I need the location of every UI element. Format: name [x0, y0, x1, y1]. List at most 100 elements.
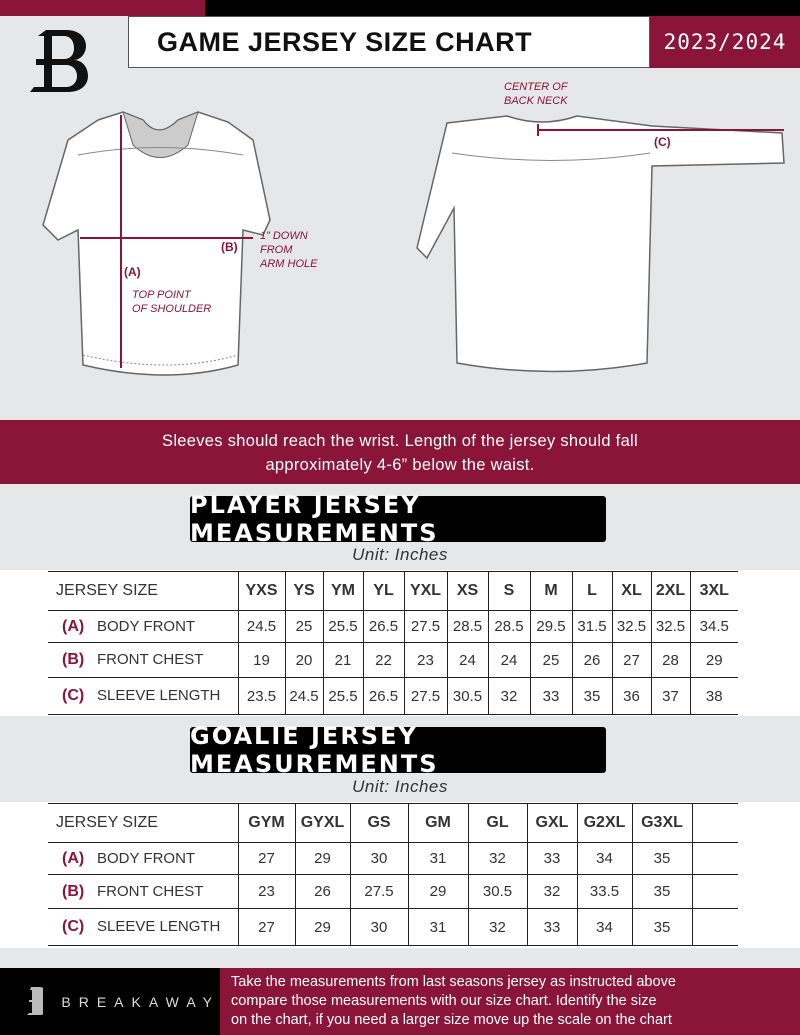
table-cell: 27.5 — [349, 874, 408, 909]
table-cell — [691, 842, 738, 875]
table-cell: 25 — [284, 610, 323, 643]
size-header: G2XL — [576, 803, 632, 843]
goalie-size-table: JERSEY SIZE GYM GYXL GS GM GL GXL G2XL G3XL (A) BO… — [48, 803, 738, 946]
table-cell: 33 — [526, 842, 577, 875]
table-cell: 27.5 — [403, 677, 447, 715]
table-row: (B) FRONT CHEST 19 20 21 22 23 24 24 25 26 27 28 29 — [48, 642, 738, 678]
table-cell: 32.5 — [611, 610, 651, 643]
size-header: 2XL — [650, 571, 690, 611]
note-line: OF SHOULDER — [132, 303, 212, 315]
header-row: JERSEY SIZE GYM GYXL GS GM GL GXL G2XL G3XL — [48, 803, 738, 843]
size-header: GS — [349, 803, 408, 843]
table-cell: 31.5 — [571, 610, 612, 643]
size-header: M — [529, 571, 572, 611]
size-header: GL — [467, 803, 527, 843]
table-cell — [691, 908, 738, 946]
breakaway-logo — [30, 30, 88, 92]
table-cell: 32 — [467, 908, 527, 946]
player-size-table: JERSEY SIZE YXS YS YM YL YXL XS S M L XL 2XL 3XL (A) B… — [48, 571, 738, 715]
table-cell: 34.5 — [689, 610, 738, 643]
size-header: YM — [322, 571, 363, 611]
size-header: YL — [362, 571, 404, 611]
table-cell: 32 — [487, 677, 530, 715]
table-cell: 26.5 — [362, 610, 404, 643]
measurement-label: (B) FRONT CHEST — [48, 875, 238, 909]
table-cell: 29 — [407, 874, 468, 909]
table-cell: 38 — [689, 677, 738, 715]
table-cell: 29 — [294, 842, 350, 875]
measurement-name: FRONT CHEST — [97, 651, 204, 668]
table-cell: 26.5 — [362, 677, 404, 715]
table-cell: 30.5 — [446, 677, 488, 715]
brand-name: BREAKAWAY — [61, 993, 220, 1010]
size-header: XL — [611, 571, 651, 611]
table-cell: 23.5 — [237, 677, 285, 715]
size-header — [691, 803, 738, 843]
top-point-note: TOP POINT OF SHOULDER — [132, 288, 211, 316]
guidance-line: Sleeves should reach the wrist. Length o… — [162, 432, 638, 450]
table-cell: 27 — [237, 842, 295, 875]
size-header: YS — [284, 571, 323, 611]
table-cell: 27 — [611, 642, 651, 678]
season-badge: 2023/2024 — [650, 16, 800, 68]
table-cell: 28.5 — [487, 610, 530, 643]
player-unit: Unit: Inches — [352, 545, 448, 564]
measurement-letter: (C) — [62, 918, 85, 935]
table-cell: 25 — [529, 642, 572, 678]
table-cell: 33 — [526, 908, 577, 946]
table-cell: 36 — [611, 677, 651, 715]
guidance-band: Sleeves should reach the wrist. Length o… — [0, 420, 800, 484]
measurement-letter: (B) — [62, 882, 85, 900]
page-title: GAME JERSEY SIZE CHART — [128, 16, 650, 68]
measurement-letter: (A) — [62, 617, 85, 635]
table-cell: 21 — [322, 642, 363, 678]
table-cell: 30 — [349, 842, 408, 875]
table-cell: 23 — [403, 642, 447, 678]
table-cell: 24 — [487, 642, 530, 678]
table-cell: 32 — [526, 874, 577, 909]
jersey-size-label: JERSEY SIZE — [56, 814, 158, 831]
arm-hole-note: 1” DOWN FROM ARM HOLE — [260, 229, 317, 271]
measurement-name: BODY FRONT — [97, 617, 196, 635]
table-cell: 24.5 — [284, 677, 323, 715]
measurement-label: (C) SLEEVE LENGTH — [48, 678, 238, 715]
footer-instructions: Take the measurements from last seasons … — [220, 968, 800, 1035]
guidance-line: approximately 4-6” below the waist. — [265, 456, 535, 474]
note-line: 1” DOWN — [260, 230, 308, 242]
table-cell: 28 — [650, 642, 690, 678]
table-row: (A) BODY FRONT 27 29 30 31 32 33 34 35 — [48, 842, 738, 875]
table-cell: 34 — [576, 908, 632, 946]
table-cell: 28.5 — [446, 610, 488, 643]
table-cell: 25.5 — [322, 677, 363, 715]
size-header: GYM — [237, 803, 295, 843]
instruction-line: compare those measurements with our size… — [231, 993, 657, 1009]
table-row: (B) FRONT CHEST 23 26 27.5 29 30.5 32 33.5 35 — [48, 874, 738, 909]
measurement-label: (A) BODY FRONT — [48, 611, 238, 643]
measurement-name: BODY FRONT — [97, 849, 196, 867]
table-cell: 23 — [237, 874, 295, 909]
goalie-unit: Unit: Inches — [352, 777, 448, 796]
table-cell: 35 — [571, 677, 612, 715]
table-cell: 29 — [689, 642, 738, 678]
table-cell: 34 — [576, 842, 632, 875]
size-header: 3XL — [689, 571, 738, 611]
measurement-name: SLEEVE LENGTH — [97, 687, 221, 704]
table-cell: 33.5 — [576, 874, 632, 909]
top-black-bar — [205, 0, 800, 16]
instruction-line: Take the measurements from last seasons … — [231, 974, 676, 990]
label-a: (A) — [124, 265, 141, 279]
table-cell: 31 — [407, 842, 468, 875]
goalie-section-title: GOALIE JERSEY MEASUREMENTS — [190, 722, 606, 778]
measurement-label: (B) FRONT CHEST — [48, 643, 238, 678]
size-header: G3XL — [631, 803, 692, 843]
note-line: CENTER OF — [504, 81, 568, 93]
note-line: TOP POINT — [132, 289, 191, 301]
table-cell: 19 — [237, 642, 285, 678]
table-cell: 24.5 — [237, 610, 285, 643]
table-cell: 35 — [631, 874, 692, 909]
player-section-title: PLAYER JERSEY MEASUREMENTS — [190, 491, 606, 547]
table-cell: 30.5 — [467, 874, 527, 909]
size-header: XS — [446, 571, 488, 611]
size-header: S — [487, 571, 530, 611]
size-header: GYXL — [294, 803, 350, 843]
